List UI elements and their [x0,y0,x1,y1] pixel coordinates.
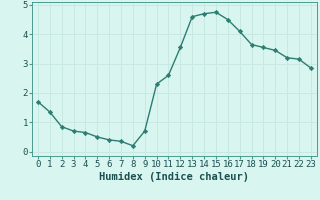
X-axis label: Humidex (Indice chaleur): Humidex (Indice chaleur) [100,172,249,182]
